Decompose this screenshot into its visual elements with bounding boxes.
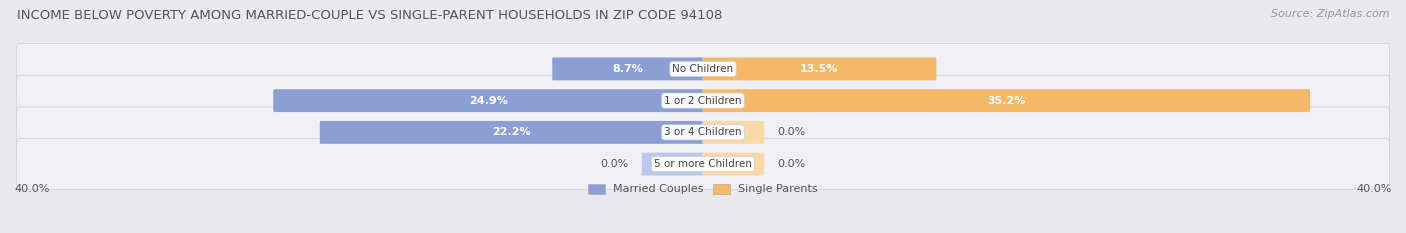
Text: 22.2%: 22.2% — [492, 127, 531, 137]
Text: INCOME BELOW POVERTY AMONG MARRIED-COUPLE VS SINGLE-PARENT HOUSEHOLDS IN ZIP COD: INCOME BELOW POVERTY AMONG MARRIED-COUPL… — [17, 9, 723, 22]
FancyBboxPatch shape — [553, 58, 704, 80]
Text: 1 or 2 Children: 1 or 2 Children — [664, 96, 742, 106]
FancyBboxPatch shape — [17, 75, 1389, 126]
Text: 0.0%: 0.0% — [778, 127, 806, 137]
Text: 8.7%: 8.7% — [613, 64, 644, 74]
FancyBboxPatch shape — [319, 121, 704, 144]
FancyBboxPatch shape — [702, 153, 763, 175]
FancyBboxPatch shape — [17, 44, 1389, 94]
Text: Source: ZipAtlas.com: Source: ZipAtlas.com — [1271, 9, 1389, 19]
FancyBboxPatch shape — [17, 139, 1389, 189]
Text: 0.0%: 0.0% — [778, 159, 806, 169]
Text: 3 or 4 Children: 3 or 4 Children — [664, 127, 742, 137]
Text: 40.0%: 40.0% — [1357, 184, 1392, 194]
FancyBboxPatch shape — [702, 121, 763, 144]
Legend: Married Couples, Single Parents: Married Couples, Single Parents — [588, 184, 818, 195]
Text: 0.0%: 0.0% — [600, 159, 628, 169]
FancyBboxPatch shape — [273, 89, 704, 112]
Text: 24.9%: 24.9% — [470, 96, 508, 106]
Text: 5 or more Children: 5 or more Children — [654, 159, 752, 169]
Text: No Children: No Children — [672, 64, 734, 74]
Text: 40.0%: 40.0% — [14, 184, 49, 194]
FancyBboxPatch shape — [643, 153, 704, 175]
FancyBboxPatch shape — [702, 89, 1310, 112]
FancyBboxPatch shape — [17, 107, 1389, 158]
Text: 13.5%: 13.5% — [800, 64, 838, 74]
FancyBboxPatch shape — [702, 58, 936, 80]
Text: 35.2%: 35.2% — [987, 96, 1025, 106]
